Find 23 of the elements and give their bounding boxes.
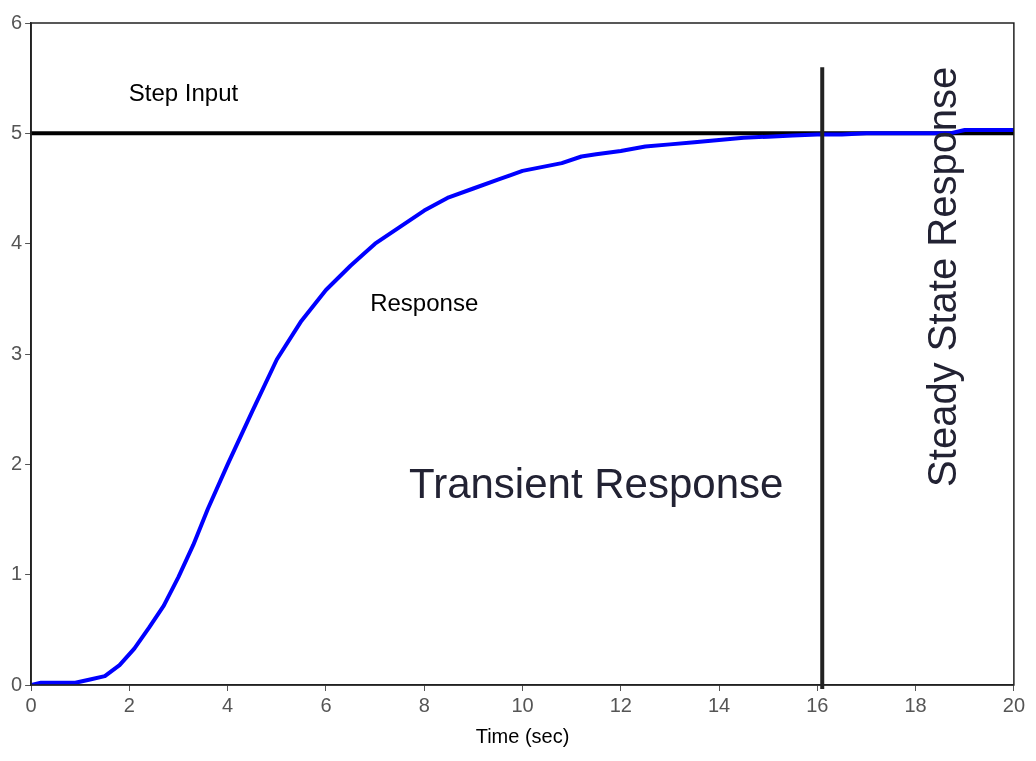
x-tick-label: 18 bbox=[904, 693, 927, 716]
x-tick-label: 0 bbox=[25, 693, 37, 716]
x-tick-label: 2 bbox=[123, 693, 135, 716]
x-tick-label: 14 bbox=[707, 693, 731, 716]
y-tick-label: 0 bbox=[11, 672, 23, 695]
x-tick-label: 12 bbox=[609, 693, 632, 716]
x-tick-label: 6 bbox=[320, 693, 332, 716]
x-tick-label: 8 bbox=[418, 693, 430, 716]
annotation: Steady State Response bbox=[920, 66, 965, 487]
x-tick-label: 4 bbox=[222, 693, 234, 716]
x-tick-label: 20 bbox=[1002, 693, 1025, 716]
annotation: Transient Response bbox=[409, 459, 784, 507]
y-tick-label: 1 bbox=[11, 562, 23, 585]
y-tick-label: 2 bbox=[11, 451, 23, 474]
series-label: Response bbox=[370, 288, 479, 316]
x-tick-label: 16 bbox=[806, 693, 829, 716]
y-tick-label: 5 bbox=[11, 120, 23, 143]
x-tick-label: 10 bbox=[511, 693, 534, 716]
y-tick-label: 6 bbox=[11, 10, 23, 33]
y-tick-label: 3 bbox=[11, 341, 23, 364]
x-axis-title: Time (sec) bbox=[475, 724, 570, 747]
series-label: Step Input bbox=[128, 79, 239, 107]
y-tick-label: 4 bbox=[11, 231, 23, 254]
